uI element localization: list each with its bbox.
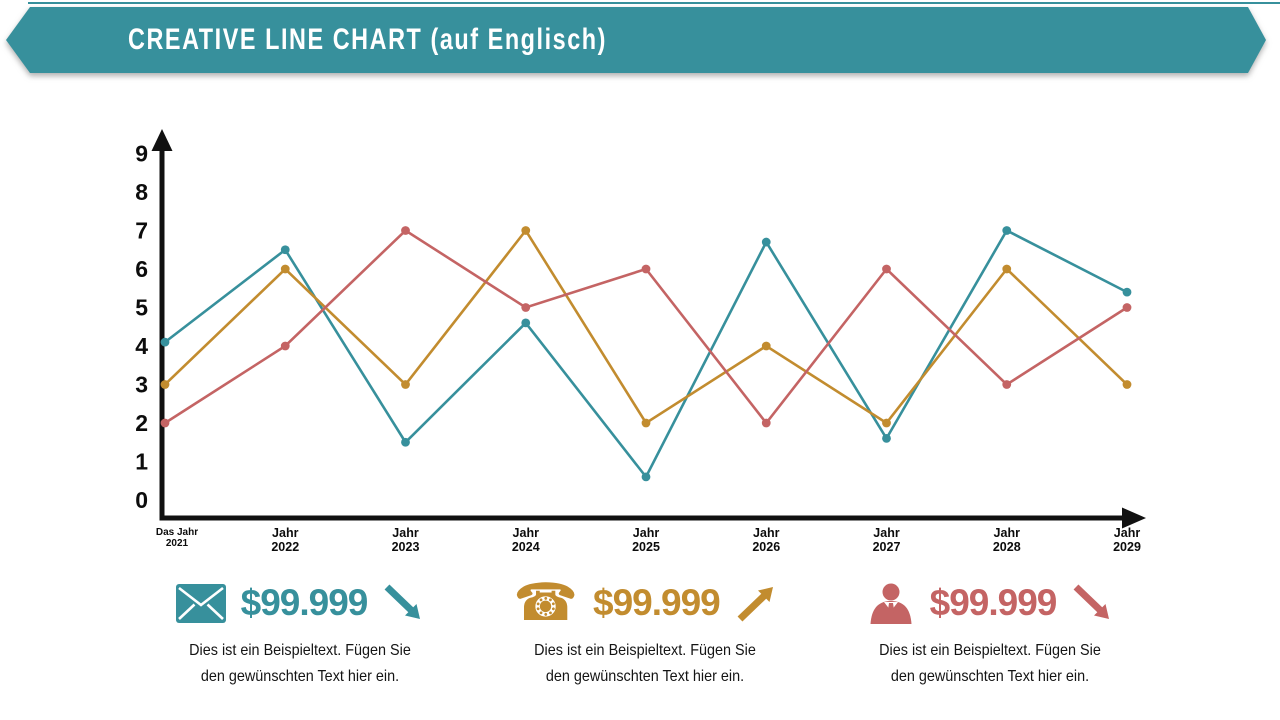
- red-series-point: [521, 303, 531, 312]
- telephone-icon: ☎: [513, 573, 579, 633]
- teal-series-point: [1002, 226, 1012, 235]
- x-tick-label: Das Jahr: [156, 527, 198, 538]
- teal-series-point: [401, 437, 410, 447]
- red-series-point: [882, 264, 891, 274]
- teal-series-point: [1122, 287, 1132, 297]
- legend-item-email: $99.999 Dies ist ein Beispieltext. Fügen…: [120, 578, 480, 689]
- legend-description: Dies ist ein Beispieltext. Fügen Sie den…: [828, 638, 1152, 689]
- gold-series-line: [164, 228, 1128, 425]
- red-series-point: [1122, 303, 1132, 312]
- y-tick-label: 3: [135, 372, 148, 398]
- x-axis-labels: Das Jahr2021Jahr2022Jahr2023Jahr2024Jahr…: [156, 526, 1141, 554]
- legend-description-line: den gewünschten Text hier ein.: [890, 667, 1090, 685]
- chart-axes: [151, 129, 1146, 529]
- x-axis-arrowhead-icon: [1122, 507, 1146, 529]
- gold-series-point: [521, 226, 531, 235]
- y-axis-arrowhead-icon: [151, 129, 173, 151]
- y-tick-label: 5: [135, 295, 148, 321]
- x-tick-label: 2023: [392, 540, 420, 554]
- gold-series-point: [882, 418, 891, 428]
- teal-series-point: [521, 318, 531, 328]
- legend-description: Dies ist ein Beispieltext. Fügen Sie den…: [483, 638, 807, 689]
- y-tick-label: 1: [135, 449, 148, 475]
- gold-series-point: [280, 264, 290, 274]
- legend-item-phone: ☎ $99.999 Dies ist ein Beispieltext. Füg…: [465, 573, 825, 689]
- trend-up-icon: [735, 583, 777, 623]
- y-tick-label: 9: [135, 141, 148, 167]
- x-tick-label: Jahr: [873, 526, 900, 540]
- x-tick-label: Jahr: [1114, 526, 1141, 540]
- teal-series-point: [882, 434, 891, 443]
- x-tick-label: 2029: [1113, 540, 1141, 554]
- y-tick-label: 8: [135, 179, 148, 205]
- gold-series-point: [1122, 380, 1132, 389]
- legend-head: $99.999: [810, 578, 1170, 628]
- x-tick-label: 2028: [993, 540, 1021, 554]
- y-tick-label: 6: [135, 256, 148, 282]
- businessman-icon: [867, 582, 915, 624]
- red-series-point: [280, 341, 290, 351]
- title-banner: CREATIVE LINE CHART (auf Englisch): [6, 7, 1266, 73]
- y-axis-labels: 0 1 2 3 4 5 6 7 8 9: [135, 141, 148, 514]
- legend-description: Dies ist ein Beispieltext. Fügen Sie den…: [138, 638, 462, 689]
- red-series-line: [164, 228, 1128, 426]
- gold-series-point: [641, 418, 651, 428]
- legend-description-line: Dies ist ein Beispieltext. Fügen Sie: [879, 642, 1101, 659]
- x-tick-label: 2022: [271, 540, 299, 554]
- y-tick-label: 7: [135, 218, 148, 244]
- legend-description-line: Dies ist ein Beispieltext. Fügen Sie: [189, 642, 411, 659]
- top-accent-strip: [28, 2, 1280, 4]
- teal-series-point: [280, 245, 290, 255]
- x-tick-label: Jahr: [392, 526, 419, 540]
- teal-series-point: [160, 337, 170, 347]
- red-series-point: [160, 418, 170, 428]
- x-tick-label: 2021: [166, 538, 189, 549]
- x-tick-label: Jahr: [994, 526, 1021, 540]
- teal-series-point: [761, 237, 771, 247]
- y-tick-label: 4: [135, 333, 148, 359]
- gold-series-point: [401, 380, 410, 389]
- gold-series-point: [1002, 264, 1012, 274]
- y-tick-label: 0: [135, 487, 148, 513]
- x-tick-label: 2027: [873, 540, 901, 554]
- x-tick-label: Jahr: [633, 526, 660, 540]
- x-tick-label: Jahr: [272, 526, 299, 540]
- legend-description-line: Dies ist ein Beispieltext. Fügen Sie: [534, 642, 756, 659]
- teal-series-point: [641, 472, 651, 482]
- trend-down-icon: [382, 583, 424, 623]
- red-series-point: [401, 226, 410, 235]
- legend-description-line: den gewünschten Text hier ein.: [545, 667, 745, 685]
- red-series-point: [1002, 380, 1012, 389]
- page-title: CREATIVE LINE CHART (auf Englisch): [128, 23, 608, 56]
- x-tick-label: 2026: [752, 540, 780, 554]
- red-series-point: [641, 264, 651, 274]
- legend-head: $99.999: [120, 578, 480, 628]
- legend-value: $99.999: [240, 582, 369, 623]
- chart-series: [160, 226, 1132, 482]
- legend-value: $99.999: [593, 582, 721, 623]
- x-tick-label: Jahr: [513, 526, 540, 540]
- legend-item-person: $99.999 Dies ist ein Beispieltext. Fügen…: [810, 578, 1170, 689]
- y-tick-label: 2: [135, 410, 148, 436]
- x-tick-label: 2024: [512, 540, 540, 554]
- legend-head: ☎ $99.999: [465, 573, 825, 633]
- legend-description-line: den gewünschten Text hier ein.: [200, 667, 400, 685]
- envelope-icon: [175, 583, 226, 623]
- x-tick-label: Jahr: [753, 526, 780, 540]
- trend-down-icon: [1071, 583, 1113, 623]
- red-series-point: [761, 418, 771, 428]
- gold-series-point: [761, 341, 771, 351]
- gold-series-point: [160, 380, 170, 389]
- x-tick-label: 2025: [632, 540, 660, 554]
- title-banner-ribbon: CREATIVE LINE CHART (auf Englisch): [6, 7, 1266, 73]
- legend-value: $99.999: [929, 582, 1058, 623]
